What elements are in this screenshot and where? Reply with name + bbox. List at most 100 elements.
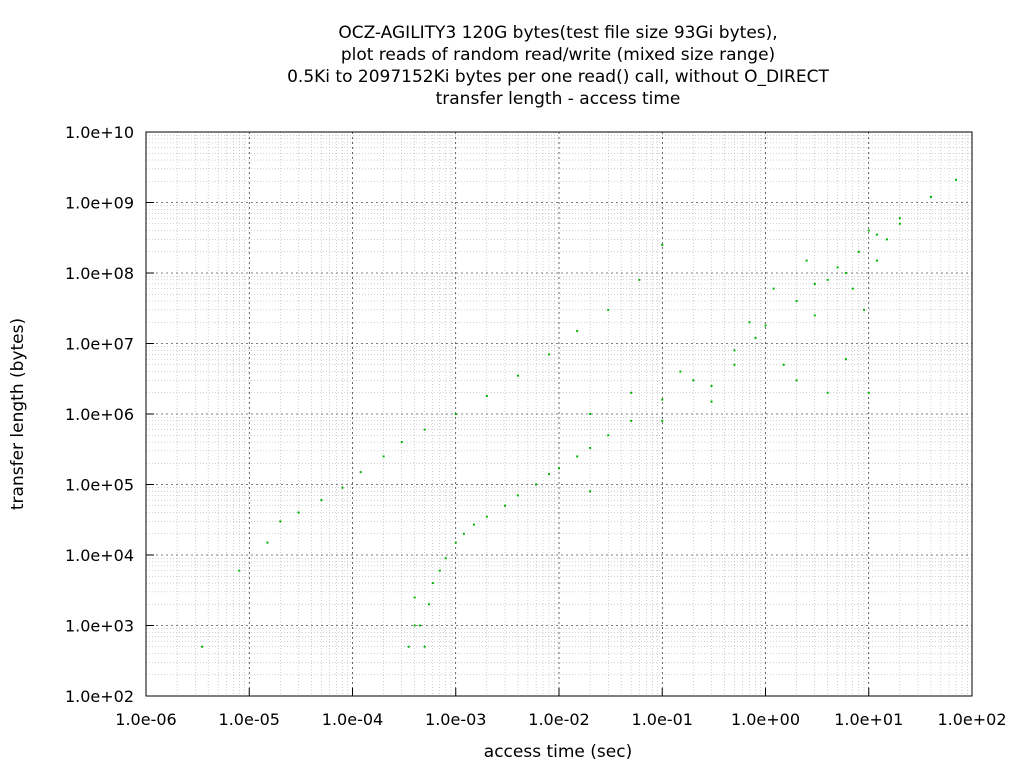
scatter-point <box>454 541 457 544</box>
scatter-point <box>638 278 641 281</box>
y-axis-ticks: 1.0e+02 1.0e+03 1.0e+04 1.0e+05 1.0e+06 1.0e+… <box>65 123 154 706</box>
scatter-point <box>413 596 416 599</box>
x-tick-label: 1.0e-02 <box>528 710 589 729</box>
scatter-point <box>679 370 682 373</box>
scatter-point <box>844 272 847 274</box>
scatter-point <box>748 321 751 324</box>
scatter-point <box>359 471 362 474</box>
x-tick-label: 1.0e-04 <box>322 710 383 729</box>
scatter-point <box>516 374 519 377</box>
scatter-point <box>764 324 767 327</box>
title-line-2: plot reads of random read/write (mixed s… <box>341 45 775 65</box>
y-tick-label: 1.0e+08 <box>65 264 134 283</box>
scatter-point <box>692 379 695 382</box>
title-line-1: OCZ-AGILITY3 120G bytes(test file size 9… <box>338 23 777 43</box>
scatter-point <box>427 603 430 606</box>
scatter-point <box>885 238 888 241</box>
y-axis-label: transfer length (bytes) <box>8 318 28 510</box>
scatter-point <box>297 511 300 514</box>
scatter-point <box>867 391 870 394</box>
scatter-point <box>279 520 282 523</box>
x-tick-label: 1.0e-01 <box>632 710 693 729</box>
scatter-point <box>547 353 550 356</box>
scatter-point <box>733 349 736 352</box>
scatter-point <box>754 336 757 339</box>
x-axis-ticks: 1.0e-06 1.0e-05 1.0e-04 1.0e-03 1.0e-02 1.0e-… <box>115 688 1007 729</box>
scatter-point <box>431 582 434 585</box>
scatter-point <box>462 532 465 535</box>
scatter-point <box>485 395 488 398</box>
chart-title: OCZ-AGILITY3 120G bytes(test file size 9… <box>287 23 829 109</box>
scatter-point <box>875 233 878 236</box>
scatter-point <box>607 308 610 311</box>
scatter-point <box>454 413 457 415</box>
scatter-point <box>898 222 901 225</box>
scatter-point <box>607 434 610 437</box>
scatter-point <box>382 455 385 458</box>
scatter-point <box>589 490 592 493</box>
scatter-point <box>423 428 426 431</box>
scatter-point <box>630 419 633 422</box>
y-tick-label: 1.0e+09 <box>65 194 134 213</box>
x-tick-label: 1.0e+02 <box>937 710 1006 729</box>
scatter-point <box>826 278 829 281</box>
minor-grid <box>146 132 972 696</box>
y-tick-label: 1.0e+06 <box>65 405 134 424</box>
scatter-point <box>733 363 736 366</box>
scatter-point <box>418 624 421 627</box>
scatter-point <box>576 330 579 333</box>
scatter-point <box>898 217 901 220</box>
scatter-point <box>844 358 847 361</box>
scatter-point <box>576 455 579 458</box>
scatter-point <box>589 413 592 415</box>
scatter-point <box>782 363 785 366</box>
y-tick-label: 1.0e+05 <box>65 476 134 495</box>
major-grid <box>146 132 972 696</box>
scatter-point <box>547 473 550 476</box>
data-points <box>201 178 958 648</box>
scatter-point <box>238 569 241 572</box>
scatter-point <box>485 515 488 518</box>
scatter-point <box>341 486 344 489</box>
scatter-point <box>661 419 664 422</box>
scatter-point <box>423 645 426 648</box>
y-tick-label: 1.0e+10 <box>65 123 134 142</box>
scatter-point <box>826 391 829 394</box>
scatter-point <box>407 645 410 648</box>
scatter-point <box>710 400 713 403</box>
scatter-point <box>772 287 775 290</box>
x-tick-label: 1.0e-06 <box>115 710 176 729</box>
x-tick-label: 1.0e-05 <box>219 710 280 729</box>
scatter-point <box>504 504 507 507</box>
y-tick-label: 1.0e+04 <box>65 546 134 565</box>
scatter-point <box>836 266 839 269</box>
plot-frame <box>145 131 973 697</box>
scatter-point <box>955 178 958 181</box>
scatter-point <box>589 446 592 449</box>
scatter-point <box>266 541 269 544</box>
x-tick-label: 1.0e+00 <box>731 710 800 729</box>
x-tick-label: 1.0e-03 <box>425 710 486 729</box>
scatter-point <box>795 379 798 382</box>
scatter-point <box>929 195 932 198</box>
title-line-4: transfer length - access time <box>436 89 681 109</box>
scatter-point <box>201 645 204 648</box>
scatter-point <box>661 243 664 246</box>
scatter-point <box>857 250 860 253</box>
scatter-point <box>661 398 664 401</box>
scatter-point <box>813 282 816 285</box>
scatter-point <box>413 624 416 627</box>
scatter-point <box>867 229 870 232</box>
x-tick-label: 1.0e+01 <box>834 710 903 729</box>
title-line-3: 0.5Ki to 2097152Ki bytes per one read() … <box>287 67 829 87</box>
scatter-point <box>438 569 441 572</box>
scatter-point <box>875 259 878 262</box>
scatter-point <box>863 308 866 311</box>
scatter-point <box>516 494 519 497</box>
y-tick-label: 1.0e+03 <box>65 617 134 636</box>
y-tick-label: 1.0e+02 <box>65 687 134 706</box>
x-axis-label: access time (sec) <box>484 742 632 762</box>
scatter-point <box>558 467 560 470</box>
scatter-point <box>795 300 798 303</box>
